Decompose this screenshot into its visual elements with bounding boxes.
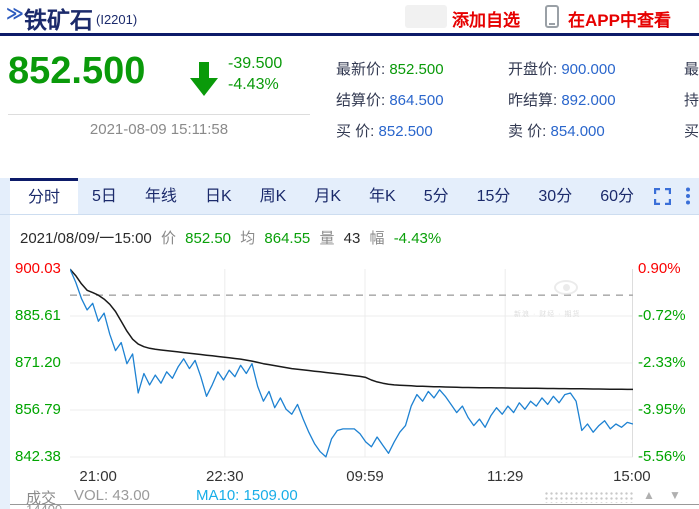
quote-field-value: 854.000 bbox=[550, 123, 605, 140]
tabbar-icons bbox=[654, 178, 691, 214]
volume-pane-topline bbox=[10, 504, 699, 505]
intraday-chart[interactable] bbox=[70, 266, 633, 460]
right-axis-label: -3.95% bbox=[638, 401, 686, 418]
quote-field-label: 昨结算: bbox=[508, 92, 562, 109]
down-arrow-icon bbox=[190, 62, 218, 96]
double-chevron-icon: ≫ bbox=[6, 4, 24, 23]
page-title: 铁矿石 bbox=[24, 7, 93, 33]
quote-field-label: 最新价: bbox=[336, 61, 390, 78]
quote-column-2: 开盘价: 900.000 昨结算: 892.000 卖 价: 854.000 bbox=[508, 54, 616, 147]
quote-field-value: 852.500 bbox=[389, 61, 444, 78]
quote-field: 持 bbox=[684, 85, 699, 116]
volume-value: VOL: 43.00 bbox=[74, 487, 150, 504]
chart-info-line: 2021/08/09/一15:00 价 852.50 均 864.55 量 43… bbox=[20, 227, 446, 248]
quote-field-value: 892.000 bbox=[561, 92, 616, 109]
quote-field: 开盘价: 900.000 bbox=[508, 54, 616, 85]
volume-pane-label: 成交 bbox=[26, 490, 57, 507]
info-price-label: 价 bbox=[160, 230, 176, 247]
zoom-out-triangle-icon[interactable]: ▼ bbox=[669, 488, 681, 502]
header: ≫ 铁矿石 (I2201) 添加自选 在APP中查看 bbox=[0, 0, 699, 33]
price-line bbox=[70, 268, 633, 458]
quote-field-label: 买 bbox=[684, 123, 699, 140]
tab-5分[interactable]: 5分 bbox=[423, 188, 449, 205]
tab-月K[interactable]: 月K bbox=[314, 188, 341, 205]
quote-field-label: 买 价: bbox=[336, 123, 379, 140]
x-axis-label: 22:30 bbox=[206, 468, 244, 485]
quote-field: 昨结算: 892.000 bbox=[508, 85, 616, 116]
tab-5日[interactable]: 5日 bbox=[92, 188, 117, 205]
tab-list: 分时 5日 年线 日K 周K 月K 年K 5分 15分 30分 60分 bbox=[10, 178, 648, 214]
change-percent: -4.43% bbox=[228, 76, 279, 93]
x-axis-label: 09:59 bbox=[346, 468, 384, 485]
quote-field: 最新价: 852.500 bbox=[336, 54, 444, 85]
chart-drag-handle[interactable] bbox=[544, 491, 634, 503]
quote-field-value: 852.500 bbox=[378, 123, 433, 140]
zoom-in-triangle-icon[interactable]: ▲ bbox=[643, 488, 655, 502]
right-axis-label: 0.90% bbox=[638, 260, 681, 277]
last-price: 852.500 bbox=[8, 50, 146, 92]
info-date: 2021/08/09/一15:00 bbox=[20, 230, 152, 247]
quote-column-1: 最新价: 852.500 结算价: 864.500 买 价: 852.500 bbox=[336, 54, 444, 147]
fullscreen-icon[interactable] bbox=[654, 187, 672, 205]
info-price: 852.50 bbox=[185, 230, 232, 247]
x-axis-label: 11:29 bbox=[486, 468, 524, 485]
left-axis-label: 900.03 bbox=[15, 260, 61, 277]
watchlist-button-box[interactable] bbox=[405, 5, 447, 28]
tab-分时[interactable]: 分时 bbox=[10, 178, 79, 214]
change-value: -39.500 bbox=[228, 55, 283, 72]
left-axis-label: 885.61 bbox=[15, 307, 61, 325]
volume-axis-partial-number: 14400 bbox=[26, 502, 62, 509]
info-vol: 43 bbox=[343, 230, 361, 247]
tab-周K[interactable]: 周K bbox=[259, 188, 287, 205]
price-change: -39.500 -4.43% bbox=[228, 53, 282, 95]
info-range: -4.43% bbox=[393, 230, 442, 247]
chart-tabbar: 分时 5日 年线 日K 周K 月K 年K 5分 15分 30分 60分 bbox=[0, 178, 699, 215]
tab-30分[interactable]: 30分 bbox=[538, 188, 573, 205]
x-axis-label: 15:00 bbox=[613, 468, 651, 485]
info-range-label: 幅 bbox=[369, 230, 385, 247]
contract-code: (I2201) bbox=[96, 12, 138, 27]
x-axis-label: 21:00 bbox=[79, 468, 117, 485]
quote-column-3: 最持买 bbox=[684, 54, 699, 147]
quote-timestamp: 2021-08-09 15:11:58 bbox=[89, 121, 229, 138]
quote-field: 买 价: 852.500 bbox=[336, 116, 444, 147]
left-axis-label: 842.38 bbox=[15, 448, 61, 465]
info-avg: 864.55 bbox=[264, 230, 311, 247]
quote-field: 买 bbox=[684, 116, 699, 147]
right-axis-label: -2.33% bbox=[638, 354, 686, 372]
tab-15分[interactable]: 15分 bbox=[476, 188, 511, 205]
quote-field-label: 卖 价: bbox=[508, 123, 551, 140]
quote-field: 卖 价: 854.000 bbox=[508, 116, 616, 147]
info-vol-label: 量 bbox=[319, 230, 335, 247]
quote-field-label: 持 bbox=[684, 92, 699, 109]
info-avg-label: 均 bbox=[240, 230, 256, 247]
left-axis-label: 856.79 bbox=[15, 401, 61, 418]
tab-年线[interactable]: 年线 bbox=[144, 188, 177, 205]
quote-field-label: 开盘价: bbox=[508, 61, 562, 78]
quote-field-value: 900.000 bbox=[561, 61, 616, 78]
left-margin-strip bbox=[0, 215, 10, 509]
right-axis-label: -0.72% bbox=[638, 307, 686, 325]
quote-field-value: 864.500 bbox=[389, 92, 444, 109]
tab-年K[interactable]: 年K bbox=[369, 188, 396, 205]
tab-60分[interactable]: 60分 bbox=[600, 188, 635, 205]
average-line bbox=[70, 268, 633, 391]
right-axis-label: -5.56% bbox=[638, 448, 686, 465]
view-in-app-link[interactable]: 在APP中查看 bbox=[568, 11, 671, 30]
quote-field: 结算价: 864.500 bbox=[336, 85, 444, 116]
kebab-menu-icon[interactable] bbox=[685, 187, 691, 205]
header-divider bbox=[0, 33, 699, 36]
quote-field-label: 结算价: bbox=[336, 92, 390, 109]
add-watchlist-button[interactable]: 添加自选 bbox=[452, 11, 520, 30]
quote-field: 最 bbox=[684, 54, 699, 85]
quote-divider bbox=[8, 114, 310, 115]
quote-field-label: 最 bbox=[684, 61, 699, 78]
phone-icon bbox=[545, 5, 559, 28]
left-axis-label: 871.20 bbox=[15, 354, 61, 372]
tab-日K[interactable]: 日K bbox=[204, 188, 232, 205]
volume-ma10: MA10: 1509.00 bbox=[196, 487, 298, 504]
